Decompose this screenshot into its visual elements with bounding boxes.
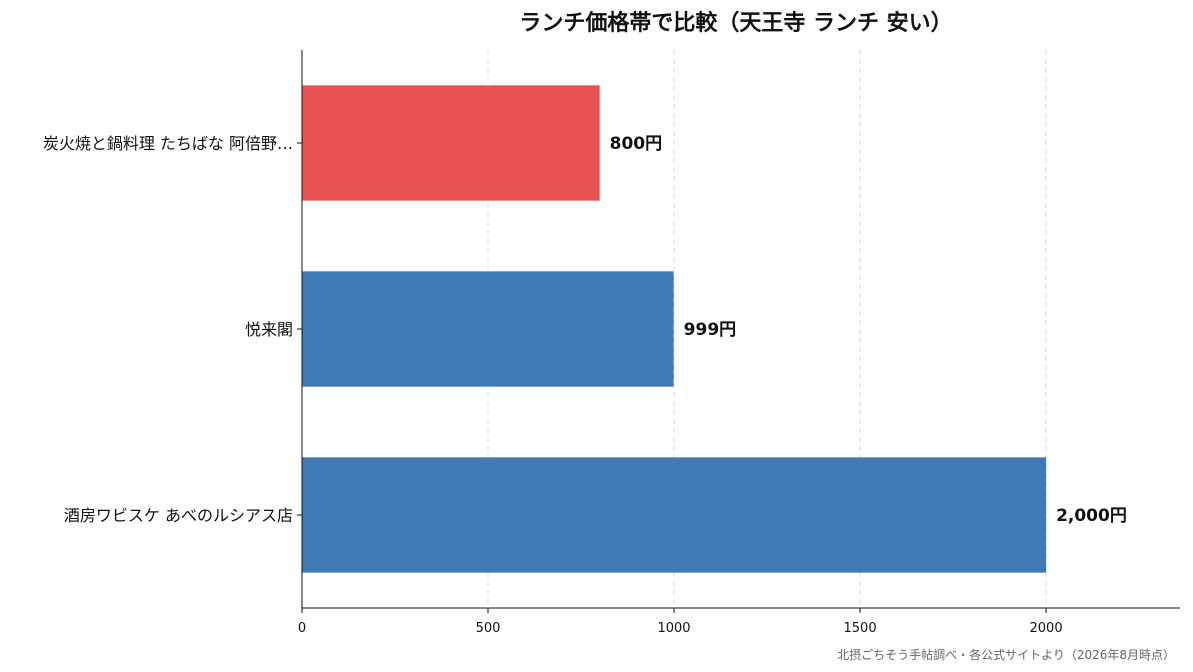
bar-value-label: 999円 [684,320,737,340]
bar [302,271,674,387]
bar-value-label: 800円 [610,134,663,154]
category-label: 悦来閣 [245,320,293,339]
category-label: 酒房ワビスケ あべのルシアス店 [64,506,293,525]
x-tick-label: 0 [298,621,306,636]
bar [302,85,600,201]
category-label: 炭火焼と鍋料理 たちばな 阿倍野… [43,134,293,153]
bar [302,457,1047,573]
x-tick-label: 1500 [844,621,877,636]
bar-value-label: 2,000円 [1056,506,1127,526]
x-tick-label: 2000 [1030,621,1063,636]
value-labels: 800円 999円 2,000円 [610,134,1127,526]
x-tick-label: 1000 [657,621,690,636]
x-tick-label: 500 [476,621,501,636]
bars [302,85,1047,573]
x-axis: 0 500 1000 1500 2000 [298,607,1180,636]
source-note: 北摂ごちそう手帖調べ・各公式サイトより（2026年8月時点） [837,647,1175,662]
chart-title: ランチ価格帯で比較（天王寺 ランチ 安い） [519,10,952,36]
